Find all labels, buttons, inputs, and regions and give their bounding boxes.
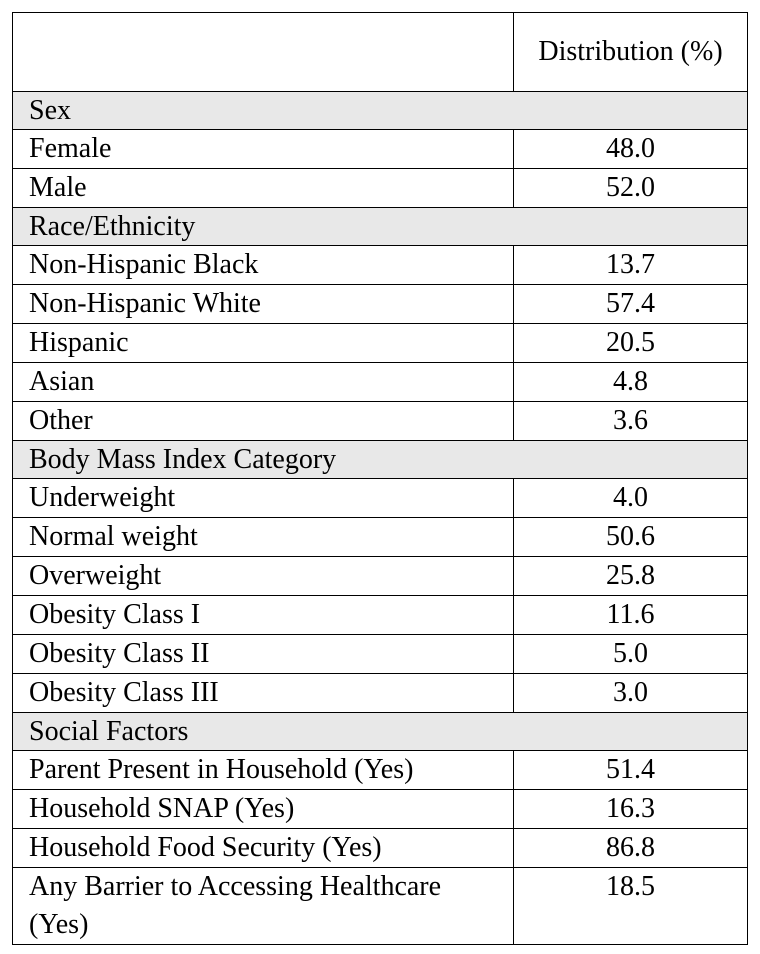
section-row-race-ethnicity: Race/Ethnicity [12, 207, 748, 246]
row-value: 11.6 [513, 595, 748, 635]
row-value: 86.8 [513, 828, 748, 868]
row-value: 18.5 [513, 867, 748, 945]
row-value: 25.8 [513, 556, 748, 596]
table-row: Household SNAP (Yes) 16.3 [12, 789, 748, 829]
row-value: 48.0 [513, 129, 748, 169]
row-label: Household Food Security (Yes) [12, 828, 514, 868]
table-row: Obesity Class III 3.0 [12, 673, 748, 713]
row-value: 50.6 [513, 517, 748, 557]
row-value: 52.0 [513, 168, 748, 208]
row-value: 5.0 [513, 634, 748, 674]
row-label: Non-Hispanic White [12, 284, 514, 324]
row-label: Underweight [12, 478, 514, 518]
label-column-header [12, 12, 514, 92]
row-value: 51.4 [513, 750, 748, 790]
table-row: Hispanic 20.5 [12, 323, 748, 363]
row-label: Other [12, 401, 514, 441]
row-value: 4.8 [513, 362, 748, 402]
table-row: Underweight 4.0 [12, 478, 748, 518]
table-row: Asian 4.8 [12, 362, 748, 402]
row-label: Male [12, 168, 514, 208]
row-value: 16.3 [513, 789, 748, 829]
row-label: Asian [12, 362, 514, 402]
row-label: Household SNAP (Yes) [12, 789, 514, 829]
section-row-social-factors: Social Factors [12, 712, 748, 751]
distribution-table: Distribution (%) Sex Female 48.0 Male 52.0 Ra… [12, 12, 748, 945]
section-row-sex: Sex [12, 91, 748, 130]
table-row: Obesity Class I 11.6 [12, 595, 748, 635]
section-row-body-mass-index-category: Body Mass Index Category [12, 440, 748, 479]
table-row: Household Food Security (Yes) 86.8 [12, 828, 748, 868]
table-row: Non-Hispanic White 57.4 [12, 284, 748, 324]
row-value: 57.4 [513, 284, 748, 324]
row-value: 3.6 [513, 401, 748, 441]
row-value: 4.0 [513, 478, 748, 518]
section-title: Sex [12, 91, 748, 130]
table-row: Non-Hispanic Black 13.7 [12, 245, 748, 285]
row-value: 13.7 [513, 245, 748, 285]
table-row: Parent Present in Household (Yes) 51.4 [12, 750, 748, 790]
section-title: Race/Ethnicity [12, 207, 748, 246]
table-row: Male 52.0 [12, 168, 748, 208]
row-label: Obesity Class I [12, 595, 514, 635]
row-label: Parent Present in Household (Yes) [12, 750, 514, 790]
table-row: Female 48.0 [12, 129, 748, 169]
table-header-row: Distribution (%) [12, 12, 748, 92]
section-title: Body Mass Index Category [12, 440, 748, 479]
row-value: 20.5 [513, 323, 748, 363]
table-body: Sex Female 48.0 Male 52.0 Race/Ethnicity Non-H… [12, 91, 748, 945]
row-label: Obesity Class III [12, 673, 514, 713]
table-row: Overweight 25.8 [12, 556, 748, 596]
row-label: Non-Hispanic Black [12, 245, 514, 285]
table-row: Any Barrier to Accessing Healthcare (Yes… [12, 867, 748, 945]
table-row: Normal weight 50.6 [12, 517, 748, 557]
row-label: Obesity Class II [12, 634, 514, 674]
table-row: Other 3.6 [12, 401, 748, 441]
row-label: Overweight [12, 556, 514, 596]
row-label: Normal weight [12, 517, 514, 557]
row-value: 3.0 [513, 673, 748, 713]
table-row: Obesity Class II 5.0 [12, 634, 748, 674]
section-title: Social Factors [12, 712, 748, 751]
row-label: Any Barrier to Accessing Healthcare (Yes… [12, 867, 514, 945]
distribution-column-header: Distribution (%) [513, 12, 748, 92]
row-label: Hispanic [12, 323, 514, 363]
row-label: Female [12, 129, 514, 169]
